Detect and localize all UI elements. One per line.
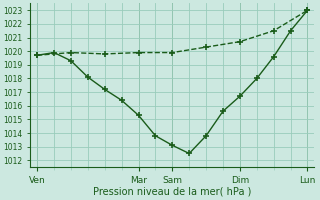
X-axis label: Pression niveau de la mer( hPa ): Pression niveau de la mer( hPa ) — [93, 187, 252, 197]
